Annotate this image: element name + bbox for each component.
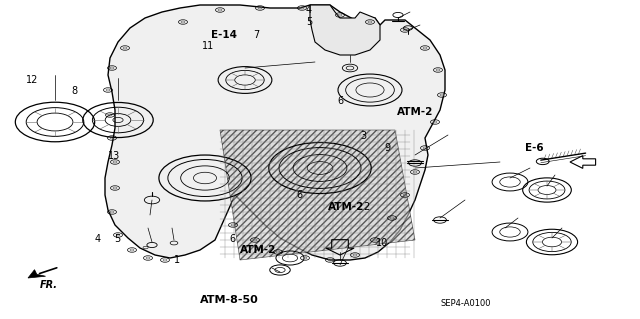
Text: 9: 9: [384, 143, 390, 153]
Text: 4: 4: [306, 5, 312, 15]
Text: FR.: FR.: [40, 279, 58, 290]
Text: ATM-8-50: ATM-8-50: [200, 295, 259, 305]
Polygon shape: [28, 270, 45, 278]
Text: E-14: E-14: [211, 30, 237, 40]
Text: 6: 6: [296, 190, 303, 200]
Text: 7: 7: [253, 30, 259, 40]
Text: 11: 11: [202, 41, 214, 51]
Text: 5: 5: [306, 17, 312, 27]
Text: 2: 2: [364, 202, 370, 212]
Text: ATM-2: ATM-2: [328, 202, 364, 212]
Text: ATM-2: ATM-2: [397, 107, 433, 117]
Text: 1: 1: [174, 255, 180, 265]
Text: 6: 6: [229, 234, 236, 244]
Text: 8: 8: [72, 86, 78, 96]
Text: 6: 6: [337, 96, 344, 107]
Text: E-6: E-6: [525, 143, 543, 153]
Text: 3: 3: [360, 130, 367, 141]
Text: 4: 4: [95, 234, 101, 244]
Text: 5: 5: [114, 234, 120, 244]
Polygon shape: [310, 5, 380, 55]
Text: 10: 10: [376, 238, 388, 248]
Polygon shape: [220, 130, 415, 260]
Text: SEP4-A0100: SEP4-A0100: [440, 299, 491, 308]
Polygon shape: [105, 5, 445, 260]
Text: 13: 13: [108, 151, 120, 161]
Text: ATM-2: ATM-2: [240, 245, 276, 256]
Text: 12: 12: [26, 75, 38, 85]
